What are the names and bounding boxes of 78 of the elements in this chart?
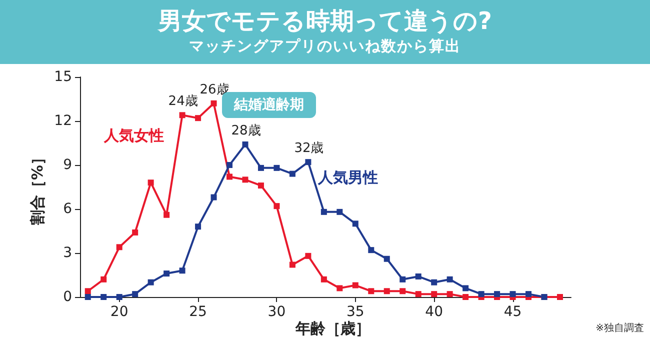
point	[446, 291, 453, 298]
point	[462, 285, 469, 292]
point	[164, 270, 170, 277]
annotation: 32歳	[294, 141, 324, 156]
point	[84, 288, 91, 294]
point	[415, 291, 422, 298]
y-tick-label: 12	[54, 113, 72, 129]
point	[148, 279, 154, 286]
annotation: 28歳	[231, 123, 261, 138]
x-axis-title: 年齢［歳］	[294, 320, 370, 338]
point	[242, 141, 248, 148]
point	[242, 176, 248, 183]
point	[384, 288, 390, 294]
point	[368, 288, 374, 294]
point	[289, 262, 296, 268]
point	[179, 112, 186, 118]
point	[336, 285, 343, 292]
point	[320, 276, 327, 282]
chart-subtitle: マッチングアプリのいいね数から算出	[188, 36, 462, 56]
y-axis-title: 割合［%］	[28, 150, 46, 226]
y-tick-label: 3	[63, 245, 72, 261]
point	[274, 203, 280, 210]
point	[226, 174, 233, 180]
point	[148, 180, 154, 186]
point	[116, 294, 122, 300]
point	[305, 159, 312, 166]
point	[132, 291, 138, 298]
x-tick-label: 35	[346, 304, 364, 320]
point	[195, 115, 202, 122]
point	[446, 276, 453, 282]
point	[400, 288, 406, 294]
point	[84, 294, 91, 300]
point	[320, 208, 327, 215]
point	[494, 291, 500, 298]
point	[258, 182, 264, 189]
y-tick-label: 15	[54, 69, 72, 85]
x-tick-label: 30	[268, 304, 286, 320]
point	[210, 100, 217, 106]
point	[510, 291, 516, 298]
point	[100, 294, 107, 300]
series-label: 人気男性	[317, 168, 378, 186]
point	[210, 194, 217, 200]
point	[415, 273, 422, 280]
y-tick-label: 6	[63, 201, 72, 217]
point	[478, 291, 484, 298]
x-tick-label: 40	[425, 304, 443, 320]
point	[336, 208, 343, 215]
y-tick-label: 9	[63, 157, 72, 173]
x-tick-label: 25	[189, 304, 207, 320]
point	[179, 268, 186, 274]
point	[116, 244, 122, 250]
point	[164, 212, 170, 218]
text: ※独自調査	[596, 322, 644, 335]
annotation: 結婚適齢期	[234, 97, 304, 113]
point	[352, 220, 358, 227]
point	[526, 291, 532, 298]
point	[226, 162, 233, 168]
point	[556, 294, 563, 300]
point	[305, 252, 312, 259]
y-tick-label: 0	[63, 289, 72, 305]
point	[132, 229, 138, 236]
point	[258, 164, 264, 171]
point	[384, 256, 390, 262]
x-tick-label: 20	[110, 304, 128, 320]
chart-title: 男女でモテる時期って違うの?	[156, 6, 493, 36]
point	[289, 170, 296, 177]
point	[274, 164, 280, 171]
point	[431, 279, 438, 286]
annotation: 24歳	[168, 94, 198, 110]
point	[352, 282, 358, 288]
x-tick-label: 45	[504, 304, 522, 320]
point	[462, 294, 469, 300]
point	[195, 224, 202, 230]
point	[100, 276, 107, 282]
point	[400, 276, 406, 282]
series-label: 人気女性	[103, 126, 164, 144]
point	[431, 291, 438, 298]
point	[368, 247, 374, 254]
